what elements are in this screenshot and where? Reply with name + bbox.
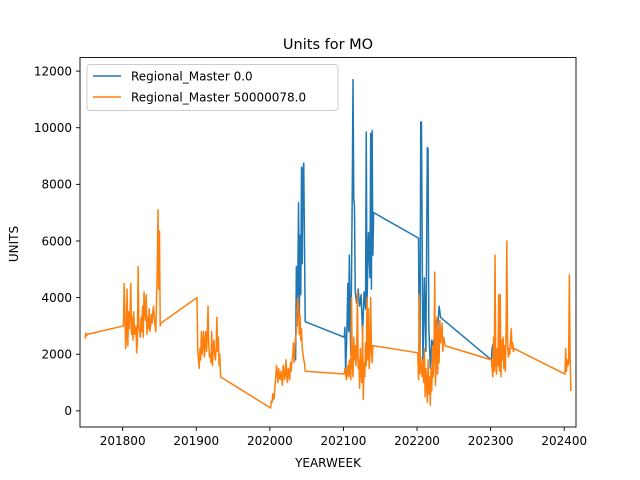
legend: Regional_Master 0.0 Regional_Master 50000… xyxy=(86,64,339,111)
y-tick-label: 4000 xyxy=(41,291,72,305)
series-line-2 xyxy=(84,209,572,409)
y-axis-label: UNITS xyxy=(7,226,21,262)
x-tick-label: 202200 xyxy=(394,434,440,448)
y-tick-label: 6000 xyxy=(41,234,72,248)
y-tick-label: 12000 xyxy=(34,64,72,78)
x-tick-label: 202300 xyxy=(468,434,514,448)
x-tick-label: 202100 xyxy=(321,434,367,448)
y-axis: 0 2000 4000 6000 8000 10000 12000 xyxy=(34,64,80,418)
x-tick-label: 201800 xyxy=(100,434,146,448)
chart-title: Units for MO xyxy=(283,37,373,53)
legend-label-1: Regional_Master 0.0 xyxy=(131,70,253,84)
x-tick-label: 201900 xyxy=(173,434,219,448)
x-axis: 201800 201900 202000 202100 202200 202300 2024… xyxy=(100,427,587,448)
legend-box xyxy=(86,64,339,111)
plot-area xyxy=(84,78,572,409)
x-tick-label: 202000 xyxy=(247,434,293,448)
y-tick-label: 10000 xyxy=(34,121,72,135)
plot-frame xyxy=(79,57,577,428)
x-tick-label: 202400 xyxy=(541,434,587,448)
legend-label-2: Regional_Master 50000078.0 xyxy=(131,91,306,105)
x-axis-label: YEARWEEK xyxy=(294,456,362,470)
y-tick-label: 8000 xyxy=(41,178,72,192)
y-tick-label: 0 xyxy=(64,404,72,418)
y-tick-label: 2000 xyxy=(41,348,72,362)
